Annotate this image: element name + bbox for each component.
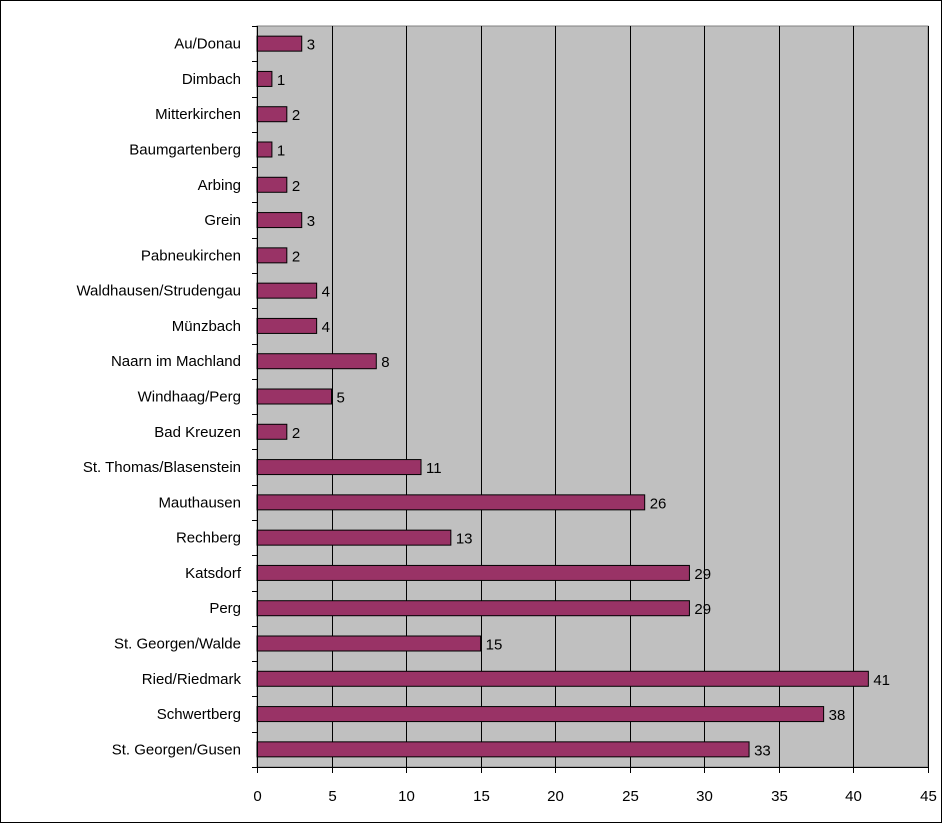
category-label: Perg (209, 600, 241, 617)
category-label: Baumgartenberg (129, 142, 241, 159)
bar (256, 459, 422, 476)
value-label: 8 (381, 354, 389, 371)
category-label: Grein (204, 212, 241, 229)
category-label: St. Thomas/Blasenstein (83, 459, 241, 476)
category-label: Dimbach (182, 71, 241, 88)
value-label: 13 (456, 531, 473, 548)
category-labels: Au/Donau Dimbach Mitterkirchen Baumgartenbe… (76, 36, 241, 759)
y-axis (252, 26, 258, 768)
value-label: 2 (292, 425, 300, 442)
bar (256, 106, 288, 123)
bar (256, 212, 303, 229)
bar (256, 635, 482, 652)
value-label: 3 (307, 37, 315, 54)
category-label: Au/Donau (174, 36, 241, 53)
value-label: 2 (292, 178, 300, 195)
bar (256, 388, 333, 405)
x-tick-label: 45 (920, 788, 937, 805)
bar (256, 529, 452, 546)
value-label: 1 (277, 143, 285, 160)
value-labels: 3 1 2 1 2 3 2 4 4 8 5 2 11 26 13 29 29 15 41 38 33 (277, 37, 890, 760)
category-label: Bad Kreuzen (154, 424, 241, 441)
x-tick-label: 40 (845, 788, 862, 805)
x-tick-label: 15 (473, 788, 490, 805)
bar (256, 706, 825, 723)
bar (256, 317, 318, 334)
value-label: 4 (322, 284, 330, 301)
value-label: 33 (754, 742, 771, 759)
value-label: 29 (694, 601, 711, 618)
bar (256, 247, 288, 264)
value-label: 41 (873, 672, 890, 689)
x-tick-label: 10 (398, 788, 415, 805)
bar (256, 494, 646, 511)
bar (256, 282, 318, 299)
category-label: Naarn im Machland (111, 353, 241, 370)
bar (256, 600, 690, 617)
category-label: St. Georgen/Gusen (112, 741, 241, 758)
value-label: 5 (337, 390, 345, 407)
value-label: 2 (292, 248, 300, 265)
gridlines (332, 26, 929, 767)
bar (256, 564, 690, 581)
value-label: 29 (694, 566, 711, 583)
category-label: Pabneukirchen (141, 247, 241, 264)
bar (256, 741, 750, 758)
bar (256, 141, 273, 158)
value-label: 15 (486, 637, 503, 654)
category-label: Mitterkirchen (155, 106, 241, 123)
category-label: Mauthausen (158, 494, 241, 511)
bar (256, 423, 288, 440)
category-label: Windhaag/Perg (138, 389, 241, 406)
category-label: Arbing (198, 177, 241, 194)
value-label: 38 (829, 707, 846, 724)
value-label: 4 (322, 319, 330, 336)
value-label: 26 (650, 495, 667, 512)
x-tick-label: 5 (328, 788, 336, 805)
category-label: Katsdorf (185, 565, 242, 582)
value-label: 1 (277, 72, 285, 89)
bar (256, 176, 288, 193)
x-axis: 0 5 10 15 20 25 30 35 40 45 (253, 767, 937, 805)
x-tick-label: 25 (622, 788, 639, 805)
category-label: Schwertberg (157, 706, 241, 723)
bar (256, 70, 273, 87)
category-label: Waldhausen/Strudengau (76, 283, 241, 300)
x-tick-label: 0 (253, 788, 261, 805)
value-label: 11 (426, 460, 442, 477)
category-label: Münzbach (172, 318, 241, 335)
category-label: Ried/Riedmark (142, 671, 242, 688)
category-label: Rechberg (176, 530, 241, 547)
x-tick-label: 35 (771, 788, 788, 805)
category-label: St. Georgen/Walde (114, 636, 241, 653)
value-label: 2 (292, 107, 300, 124)
bar (256, 670, 869, 687)
bar (256, 35, 303, 52)
x-tick-label: 30 (696, 788, 713, 805)
bar (256, 353, 377, 370)
plot-area (256, 25, 929, 768)
x-tick-label: 20 (547, 788, 564, 805)
value-label: 3 (307, 213, 315, 230)
